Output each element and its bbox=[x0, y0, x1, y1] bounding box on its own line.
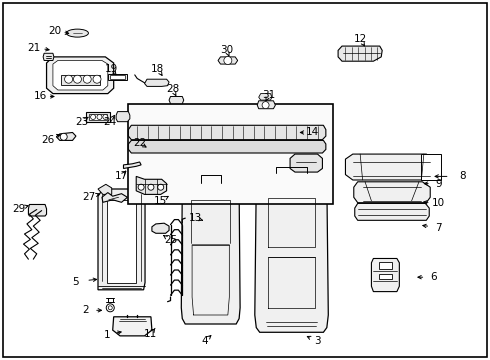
Circle shape bbox=[148, 184, 154, 190]
Bar bbox=[108, 74, 127, 80]
Circle shape bbox=[83, 75, 91, 83]
Text: 15: 15 bbox=[154, 196, 168, 206]
Polygon shape bbox=[28, 204, 47, 216]
Bar bbox=[421, 154, 441, 180]
Polygon shape bbox=[123, 162, 141, 168]
Text: 31: 31 bbox=[262, 90, 275, 100]
Polygon shape bbox=[56, 132, 76, 140]
Text: 19: 19 bbox=[105, 64, 119, 74]
Text: 28: 28 bbox=[166, 84, 179, 94]
Polygon shape bbox=[136, 176, 167, 194]
Text: 8: 8 bbox=[460, 171, 466, 181]
Bar bbox=[379, 262, 392, 269]
Text: 20: 20 bbox=[49, 26, 61, 36]
Bar bbox=[86, 112, 110, 122]
Text: 3: 3 bbox=[314, 336, 321, 346]
Polygon shape bbox=[107, 200, 136, 283]
Text: 14: 14 bbox=[306, 127, 319, 138]
Text: 11: 11 bbox=[144, 329, 158, 339]
Text: 22: 22 bbox=[133, 138, 147, 148]
Text: 9: 9 bbox=[435, 179, 442, 189]
Text: 24: 24 bbox=[103, 117, 117, 127]
Text: 30: 30 bbox=[220, 45, 233, 55]
Text: 5: 5 bbox=[73, 276, 79, 287]
Circle shape bbox=[106, 304, 114, 312]
Polygon shape bbox=[338, 46, 382, 61]
Polygon shape bbox=[290, 154, 322, 172]
Text: 2: 2 bbox=[82, 305, 89, 315]
Text: 6: 6 bbox=[430, 272, 437, 282]
Bar bbox=[61, 75, 100, 85]
Circle shape bbox=[224, 57, 232, 64]
Circle shape bbox=[60, 133, 67, 140]
Circle shape bbox=[108, 306, 112, 310]
Text: 25: 25 bbox=[164, 235, 177, 246]
Text: 7: 7 bbox=[435, 222, 442, 233]
Circle shape bbox=[65, 75, 73, 83]
Text: 1: 1 bbox=[103, 330, 110, 340]
Polygon shape bbox=[145, 79, 169, 86]
Text: 4: 4 bbox=[201, 336, 208, 346]
Polygon shape bbox=[218, 57, 238, 64]
Circle shape bbox=[74, 75, 81, 83]
Text: 26: 26 bbox=[41, 135, 55, 145]
Polygon shape bbox=[257, 101, 275, 109]
Polygon shape bbox=[113, 317, 152, 336]
Polygon shape bbox=[53, 60, 108, 90]
Bar bbox=[128, 104, 333, 204]
Polygon shape bbox=[354, 182, 430, 203]
Polygon shape bbox=[102, 193, 127, 202]
Polygon shape bbox=[116, 112, 130, 122]
Bar bbox=[379, 274, 392, 279]
Polygon shape bbox=[128, 125, 326, 140]
Text: 16: 16 bbox=[33, 91, 47, 102]
Polygon shape bbox=[43, 53, 54, 60]
Polygon shape bbox=[98, 189, 145, 290]
Polygon shape bbox=[169, 96, 184, 104]
Circle shape bbox=[262, 102, 269, 109]
Text: 27: 27 bbox=[82, 192, 96, 202]
Circle shape bbox=[138, 184, 144, 190]
Polygon shape bbox=[152, 223, 169, 233]
Ellipse shape bbox=[67, 29, 88, 37]
Text: 10: 10 bbox=[432, 198, 445, 208]
Text: 17: 17 bbox=[115, 171, 128, 181]
Circle shape bbox=[103, 114, 108, 120]
Circle shape bbox=[158, 184, 164, 190]
Bar bbox=[110, 75, 125, 79]
Polygon shape bbox=[98, 184, 112, 194]
Polygon shape bbox=[371, 258, 399, 292]
Circle shape bbox=[93, 75, 101, 83]
Polygon shape bbox=[345, 154, 434, 180]
Text: 23: 23 bbox=[75, 117, 89, 127]
Circle shape bbox=[91, 114, 96, 120]
Polygon shape bbox=[259, 94, 272, 100]
Circle shape bbox=[97, 114, 102, 120]
Text: 12: 12 bbox=[353, 34, 367, 44]
Polygon shape bbox=[355, 203, 429, 220]
Polygon shape bbox=[181, 183, 240, 324]
Polygon shape bbox=[47, 57, 114, 94]
Polygon shape bbox=[255, 173, 328, 332]
Text: 21: 21 bbox=[27, 42, 41, 53]
Bar bbox=[89, 114, 107, 120]
Text: 18: 18 bbox=[151, 64, 165, 74]
Text: 13: 13 bbox=[188, 213, 202, 223]
Text: 29: 29 bbox=[12, 204, 25, 214]
Polygon shape bbox=[128, 140, 326, 153]
